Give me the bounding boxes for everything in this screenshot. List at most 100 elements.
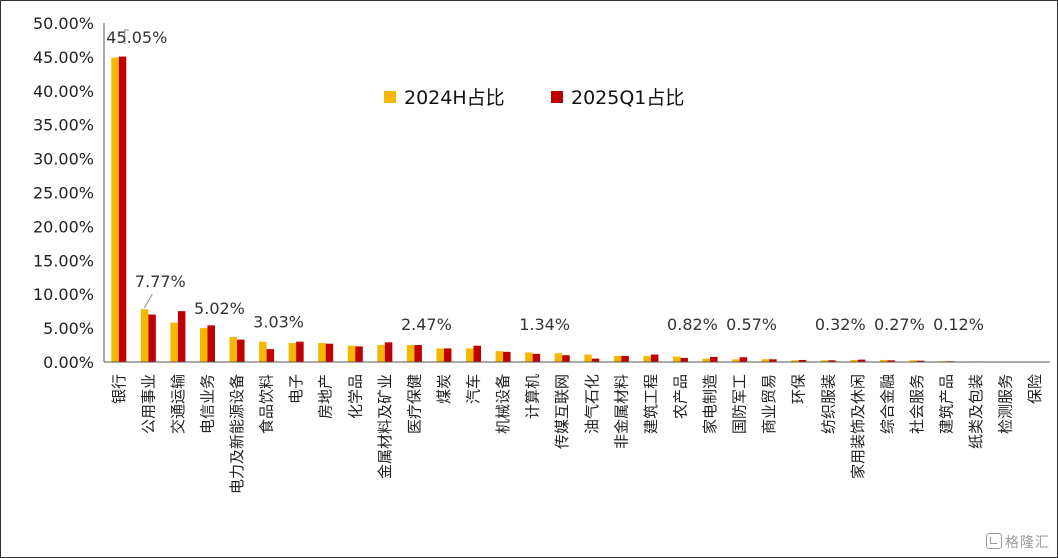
bar-2025q1 <box>414 345 422 362</box>
data-label: 7.77% <box>135 272 186 291</box>
x-tick-label: 纺织服装 <box>819 374 837 434</box>
y-tick-label: 5.00% <box>43 319 94 338</box>
glh-logo-icon <box>986 533 1002 549</box>
bar-2024h <box>318 343 326 362</box>
x-tick-label: 房地产 <box>317 374 335 419</box>
bar-2024h <box>495 351 504 362</box>
x-tick-label: 食品饮料 <box>258 374 276 434</box>
bar-2025q1 <box>739 357 748 362</box>
x-tick-label: 家用装饰及休闲 <box>849 374 867 479</box>
legend-swatch <box>384 91 396 103</box>
bar-2025q1 <box>207 325 215 362</box>
bar-2024h <box>820 360 829 362</box>
bar-2025q1 <box>916 360 925 362</box>
bar-2025q1 <box>177 311 186 362</box>
bar-2024h <box>732 359 740 362</box>
x-tick-label: 国防军工 <box>731 374 749 434</box>
bar-2024h <box>259 341 267 362</box>
x-tick-label: 保险 <box>1026 374 1044 404</box>
data-label: 0.27% <box>874 315 925 334</box>
bar-2025q1 <box>798 359 807 362</box>
data-label: 0.32% <box>815 315 866 334</box>
bar-2024h <box>850 359 858 362</box>
bar-2025q1 <box>355 346 363 362</box>
y-tick-label: 25.00% <box>33 184 94 203</box>
x-tick-label: 商业贸易 <box>760 374 778 434</box>
legend: 2024H占比 2025Q1占比 <box>384 87 684 109</box>
x-tick-label: 公用事业 <box>139 374 157 434</box>
bar-2025q1 <box>237 339 245 362</box>
bar-2024h <box>702 358 711 362</box>
x-tick-label: 计算机 <box>524 374 542 419</box>
y-axis: 0.00% 5.00% 10.00% 15.00% 20.00% 25.00% 30.00%… <box>33 14 105 372</box>
legend-swatch <box>551 91 563 103</box>
x-tick-label: 农产品 <box>671 374 689 419</box>
bar-2025q1 <box>266 349 275 362</box>
x-tick-label: 纸类及包装 <box>967 374 985 449</box>
data-label: 5.02% <box>194 299 245 318</box>
bar-2024h <box>170 322 178 362</box>
watermark-text: 格隆汇 <box>1005 535 1050 551</box>
x-tick-label: 传媒互联网 <box>553 374 571 449</box>
bar-2025q1 <box>296 341 304 362</box>
bar-2024h <box>288 343 297 362</box>
x-tick-label: 家电制造 <box>701 374 719 434</box>
legend-label: 2024H占比 <box>404 87 505 109</box>
x-tick-label: 社会服务 <box>908 374 926 434</box>
y-tick-label: 45.00% <box>33 48 94 67</box>
x-tick-label: 建筑产品 <box>938 374 956 434</box>
data-label: 0.12% <box>933 315 984 334</box>
bar-2025q1 <box>532 353 541 362</box>
bar-2024h <box>672 356 681 362</box>
bar-2025q1 <box>562 355 570 362</box>
bar-2024h <box>436 348 444 362</box>
label-leader-line <box>143 293 153 309</box>
bar-2025q1 <box>887 360 895 362</box>
x-tick-label: 环保 <box>790 374 808 404</box>
bar-2025q1 <box>443 348 452 362</box>
bar-2024h <box>613 355 622 362</box>
x-tick-label: 电力及新能源设备 <box>228 374 246 494</box>
y-tick-label: 0.00% <box>43 353 94 372</box>
bar-2024h <box>377 345 385 362</box>
data-label: 0.57% <box>726 315 777 334</box>
x-tick-label: 金属材料及矿业 <box>376 374 394 479</box>
bar-2024h <box>791 360 799 362</box>
y-tick-label: 15.00% <box>33 251 94 270</box>
bar-2025q1 <box>325 343 334 362</box>
x-tick-label: 化学品 <box>346 374 364 419</box>
bar-2024h <box>406 345 415 362</box>
bar-2025q1 <box>148 314 156 362</box>
y-tick-label: 30.00% <box>33 150 94 169</box>
bar-2025q1 <box>473 345 482 362</box>
bar-2024h <box>879 359 888 362</box>
bar-2025q1 <box>118 56 127 362</box>
x-tick-label: 银行 <box>110 374 128 404</box>
data-label: 3.03% <box>253 312 304 331</box>
y-tick-label: 40.00% <box>33 82 94 101</box>
x-tick-label: 煤炭 <box>435 374 453 404</box>
bar-2025q1 <box>710 356 718 362</box>
bar-2024h <box>584 354 592 362</box>
bar-2025q1 <box>828 360 836 362</box>
bar-2025q1 <box>503 351 511 362</box>
bar-2025q1 <box>680 357 688 362</box>
bar-2025q1 <box>650 354 659 362</box>
y-tick-label: 20.00% <box>33 217 94 236</box>
data-label: 2.47% <box>401 315 452 334</box>
data-label: 0.82% <box>667 315 718 334</box>
x-tick-label: 机械设备 <box>494 374 512 434</box>
bar-2025q1 <box>769 359 777 362</box>
bar-2025q1 <box>591 358 600 362</box>
x-tick-label: 非金属材料 <box>612 374 630 449</box>
bar-2024h <box>554 353 563 362</box>
bar-2024h <box>347 345 356 362</box>
x-tick-label: 综合金融 <box>878 374 896 434</box>
x-tick-label: 汽车 <box>465 374 483 404</box>
watermark: 格隆汇 <box>986 532 1050 552</box>
bar-2024h <box>199 328 208 362</box>
x-tick-label: 油气石化 <box>583 374 601 434</box>
bar-2024h <box>111 57 119 362</box>
x-axis: 银行 公用事业 交通运输 电信业务 电力及新能源设备 食品饮料 电子 房地产 化学品 金属材料及矿… <box>104 361 1050 494</box>
